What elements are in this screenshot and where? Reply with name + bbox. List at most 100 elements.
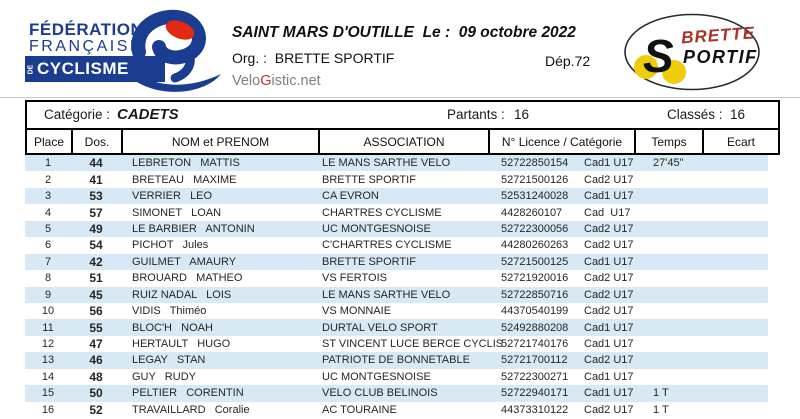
column-header-dossard: Dos.: [73, 130, 123, 153]
ffc-logo-de: DE: [27, 64, 35, 74]
cell-name: TRAVAILLARD Coralie: [132, 403, 250, 416]
cell-dossard: 47: [89, 337, 103, 352]
cell-categorie: Cad1 U17: [584, 321, 634, 334]
header-divider: [0, 97, 800, 98]
cell-dossard: 42: [89, 254, 103, 269]
cell-name: PICHOT Jules: [132, 239, 209, 252]
cell-place: 16: [41, 403, 55, 416]
cell-dossard: 48: [89, 369, 103, 384]
cell-dossard: 57: [89, 205, 103, 220]
cell-association: DURTAL VELO SPORT: [322, 321, 438, 334]
brette-logo-bottom: PORTIF: [683, 47, 758, 67]
cell-licence: 52721500125: [501, 255, 569, 268]
cell-categorie: Cad2 U17: [584, 403, 634, 416]
cell-licence: 52492880208: [501, 321, 569, 334]
cell-association: BRETTE SPORTIF: [322, 173, 416, 186]
cell-temps: 27'45": [653, 157, 684, 170]
cell-dossard: 45: [89, 287, 103, 302]
cell-name: LE BARBIER ANTONIN: [132, 222, 255, 235]
cell-temps: 1 T: [653, 403, 669, 416]
cell-dossard: 50: [89, 386, 103, 401]
cell-categorie: Cad1 U17: [584, 338, 634, 351]
cell-place: 8: [44, 272, 52, 285]
cell-association: CA EVRON: [322, 190, 379, 203]
table-row: 9 45 RUIZ NADAL LOIS LE MANS SARTHE VELO…: [25, 286, 768, 303]
ffc-logo-line1: FÉDÉRATION: [29, 20, 144, 39]
brette-logo-s: S: [643, 30, 674, 82]
cell-licence: 52722300271: [501, 370, 569, 383]
cell-association: VS FERTOIS: [322, 272, 388, 285]
cell-categorie: Cad2 U17: [584, 288, 634, 301]
ffc-logo-line2: FRANÇAISE: [29, 38, 144, 55]
cell-categorie: Cad1 U17: [584, 370, 634, 383]
bicycle-wheels-icon: [634, 55, 686, 84]
category-summary-bar: Catégorie : CADETS Partants : 16 Classés…: [25, 100, 780, 130]
ffc-logo: FÉDÉRATION FRANÇAISE DE CYCLISME: [15, 8, 230, 96]
results-rows: 1 44 LEBRETON MATTIS LE MANS SARTHE VELO…: [25, 155, 768, 418]
cell-name: LEGAY STAN: [132, 354, 206, 367]
table-row: 11 55 BLOC'H NOAH DURTAL VELO SPORT 5249…: [25, 319, 768, 336]
cell-licence: 52722300056: [501, 222, 569, 235]
website-accent: G: [260, 73, 272, 89]
cell-place: 7: [44, 255, 52, 268]
cell-place: 11: [42, 321, 54, 334]
cell-dossard: 52: [89, 402, 103, 417]
column-header-association: ASSOCIATION: [320, 130, 490, 153]
cell-name: VIDIS Thiméo: [132, 305, 207, 318]
table-row: 3 53 VERRIER LEO CA EVRON 52531240028 Ca…: [25, 187, 768, 205]
cell-licence: 52531240028: [501, 190, 569, 203]
cell-association: LE MANS SARTHE VELO: [322, 288, 451, 301]
cell-place: 9: [44, 288, 52, 301]
column-header-licence: N° Licence / Catégorie: [490, 130, 636, 153]
cell-dossard: 46: [89, 353, 103, 368]
cell-categorie: Cad1 U17: [584, 387, 634, 400]
classes-value: 16: [730, 107, 746, 122]
cell-dossard: 55: [89, 320, 103, 335]
cell-dossard: 51: [89, 271, 103, 286]
cell-licence: 52722940171: [501, 387, 569, 400]
website-prefix: Velo: [232, 73, 261, 89]
column-header-ecart: Ecart: [726, 134, 755, 149]
column-header-place: Place: [27, 130, 73, 153]
cell-licence: 52721700112: [501, 354, 568, 367]
table-row: 1 44 LEBRETON MATTIS LE MANS SARTHE VELO…: [25, 155, 768, 172]
department-label: Dép.72: [545, 53, 591, 69]
results-table: Catégorie : CADETS Partants : 16 Classés…: [25, 100, 780, 418]
cell-categorie: Cad1 U17: [584, 255, 634, 268]
cell-association: CHARTRES CYCLISME: [322, 206, 442, 219]
cell-categorie: Cad2 U17: [584, 239, 634, 252]
cell-name: GUY RUDY: [132, 370, 196, 383]
cell-name: VERRIER LEO: [132, 190, 213, 203]
cell-place: 13: [41, 354, 55, 367]
table-row: 4 57 SIMONET LOAN CHARTRES CYCLISME 4428…: [25, 204, 768, 220]
cell-name: PELTIER CORENTIN: [132, 387, 244, 400]
cell-association: UC MONTGESNOISE: [322, 222, 431, 235]
cell-categorie: Cad2 U17: [584, 305, 634, 318]
table-row: 6 54 PICHOT Jules C'CHARTRES CYCLISME 44…: [25, 237, 768, 253]
cell-place: 4: [44, 206, 52, 219]
velogistic-website: VeloGistic.net: [232, 73, 321, 89]
cell-licence: 44280260263: [501, 239, 569, 252]
cell-association: LE MANS SARTHE VELO: [322, 157, 451, 170]
organizer-name: BRETTE SPORTIF: [274, 50, 395, 66]
cell-licence: 44373310122: [501, 403, 569, 416]
ffc-cyclist-icon: [131, 9, 221, 92]
column-header-temps: Temps: [636, 130, 704, 153]
cell-name: HERTAULT HUGO: [132, 338, 231, 351]
cell-licence: 52722850154: [501, 157, 569, 170]
cell-name: GUILMET AMAURY: [132, 255, 237, 268]
table-row: 16 52 TRAVAILLARD Coralie AC TOURAINE 44…: [25, 402, 768, 418]
cell-licence: 52721740176: [501, 338, 569, 351]
cell-licence: 44370540199: [501, 305, 569, 318]
classes-label: Classés :: [667, 107, 723, 122]
cell-licence: 52721500126: [501, 173, 569, 186]
cell-association: PATRIOTE DE BONNETABLE: [322, 354, 470, 367]
cell-categorie: Cad2 U17: [584, 272, 634, 285]
race-date-label: Le :: [422, 24, 451, 41]
cell-place: 3: [44, 190, 52, 203]
cell-dossard: 53: [89, 189, 103, 204]
cell-dossard: 41: [89, 172, 103, 187]
race-title: SAINT MARS D'OUTILLE: [232, 24, 414, 41]
cell-place: 6: [44, 239, 52, 252]
cell-name: BLOC'H NOAH: [132, 321, 213, 334]
